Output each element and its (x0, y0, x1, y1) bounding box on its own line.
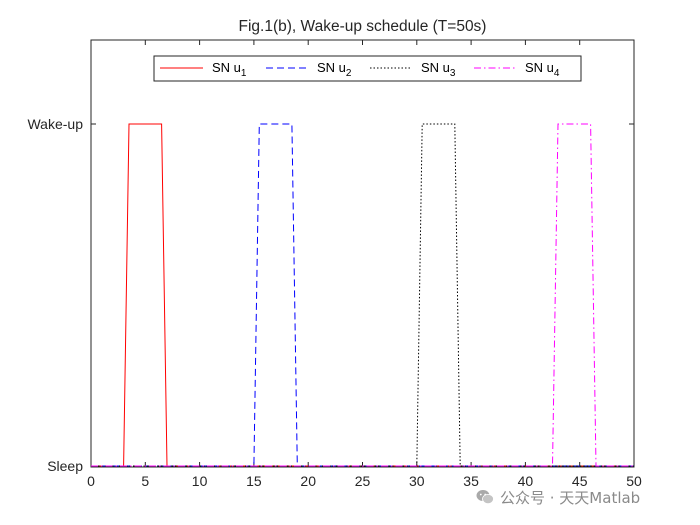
x-tick-label: 45 (572, 473, 588, 489)
x-tick-label: 50 (626, 473, 642, 489)
legend-label-name: SN u (421, 60, 450, 75)
watermark: 公众号 · 天天Matlab (476, 486, 640, 508)
x-tick-label: 35 (463, 473, 479, 489)
x-tick-label: 15 (246, 473, 262, 489)
x-tick-label: 10 (192, 473, 208, 489)
legend-label-subscript: 1 (241, 68, 247, 79)
x-tick-label: 20 (300, 473, 316, 489)
x-tick-label: 30 (409, 473, 425, 489)
legend-label-subscript: 3 (450, 68, 456, 79)
legend-label-name: SN u (317, 60, 346, 75)
legend-label-u3: SN u3 (421, 60, 456, 79)
series-layer (91, 123, 634, 467)
legend-label-u1: SN u1 (212, 60, 247, 79)
y-tick-label: Sleep (47, 458, 83, 474)
x-tick-label: 5 (141, 473, 149, 489)
x-tick-label: 25 (355, 473, 371, 489)
legend-label-subscript: 2 (346, 68, 352, 79)
y-tick-label: Wake-up (27, 116, 83, 132)
series-line-u4 (91, 123, 634, 467)
legend-label-name: SN u (525, 60, 554, 75)
wechat-icon (476, 490, 494, 504)
legend-label-name: SN u (212, 60, 241, 75)
legend-label-subscript: 4 (554, 68, 560, 79)
watermark-text: 公众号 · 天天Matlab (500, 488, 641, 507)
legend-label-u4: SN u4 (525, 60, 560, 79)
legend-label-u2: SN u2 (317, 60, 352, 79)
legend[interactable]: SN u1 SN u2 SN u3 SN u4 (153, 55, 582, 82)
plot-area (90, 39, 635, 468)
axis-ticks: 0 5 10 15 20 25 30 35 40 45 50 Sleep Wake-up (27, 40, 642, 489)
x-tick-label: 0 (87, 473, 95, 489)
chart-title: Fig.1(b), Wake-up schedule (T=50s) (239, 18, 487, 35)
x-tick-label: 40 (518, 473, 534, 489)
